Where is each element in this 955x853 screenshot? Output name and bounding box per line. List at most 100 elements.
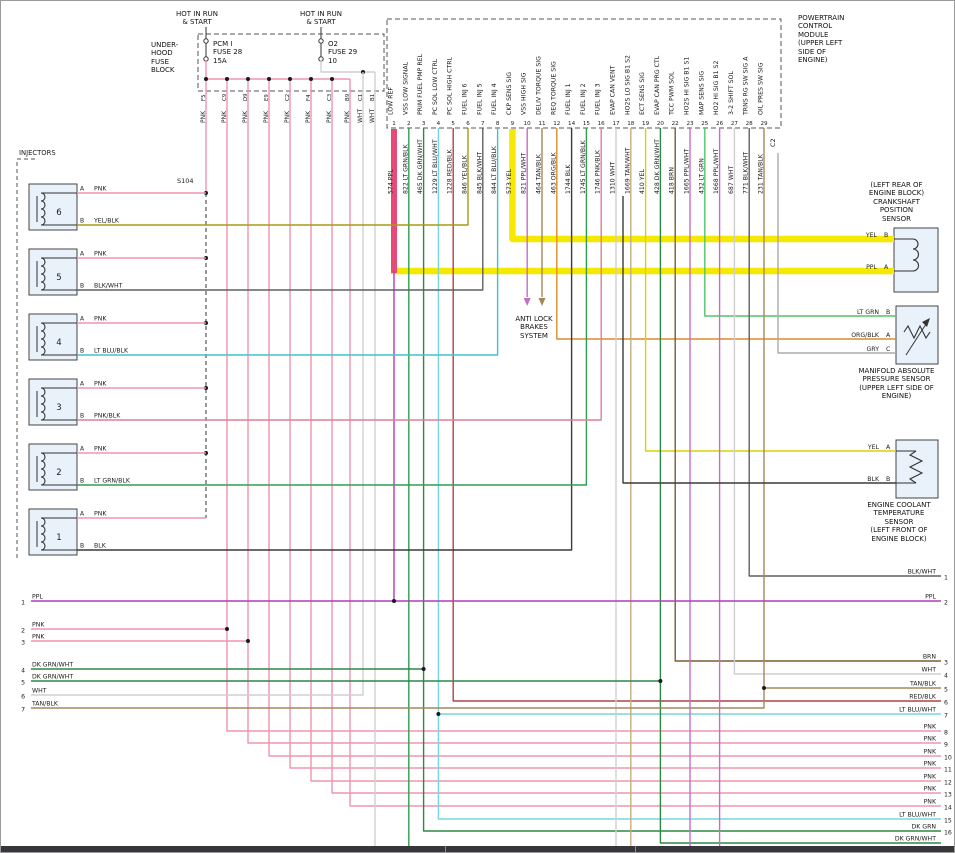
fuse-1-label: PCM I FUSE 28 15A bbox=[213, 40, 273, 65]
wht-distribution-bus bbox=[320, 60, 375, 73]
sensor-pin-letter: A bbox=[886, 332, 891, 339]
pcm-pin-function-label: EVAP CAN VENT bbox=[610, 65, 617, 115]
right-stub-color-label: BRN bbox=[923, 654, 937, 661]
pcm-pin-function-label: VSS HIGH SIG bbox=[521, 72, 528, 115]
sensor-pin-letter: A bbox=[884, 264, 889, 271]
injector-pin-letter: A bbox=[80, 251, 85, 258]
pcm-pin-number: 2 bbox=[407, 121, 411, 127]
wire-771 bbox=[748, 128, 941, 577]
injector-pin-letter: A bbox=[80, 381, 85, 388]
pcm-pin-function-label: 3-2 SHIFT SOL bbox=[728, 71, 735, 115]
highlight-ckp-signal bbox=[509, 129, 894, 243]
pcm-wire-label: 822 LT GRN/BLK bbox=[402, 143, 409, 194]
fuse-block-pin-label: C2 bbox=[285, 94, 291, 101]
injectors-group-bracket bbox=[16, 158, 35, 561]
pcm-pin-number: 17 bbox=[612, 121, 620, 127]
junction-dot bbox=[309, 77, 313, 81]
sensor-pin-letter: A bbox=[886, 444, 891, 451]
right-stub-color-label: PNK bbox=[924, 736, 937, 743]
junction-dot bbox=[246, 77, 250, 81]
right-stub-color-label: PNK bbox=[924, 761, 937, 768]
map-sensor-label-line: (UPPER LEFT SIDE OF bbox=[859, 383, 934, 392]
left-stub-color-label: WHT bbox=[32, 688, 47, 695]
injector-number: 4 bbox=[56, 338, 61, 348]
underhood-fuse-block-label-line: BLOCK bbox=[151, 66, 175, 75]
injector-coil-icon bbox=[40, 452, 46, 486]
wire-465 bbox=[422, 128, 941, 832]
pcm-wire-label: 1665 PPL/WHT bbox=[684, 149, 691, 194]
wire-846 bbox=[77, 128, 469, 226]
injector-box bbox=[28, 508, 78, 556]
wire-1229 bbox=[437, 128, 941, 820]
feed-wire-color-label: PNK bbox=[221, 110, 228, 123]
left-stub-number: 3 bbox=[21, 640, 25, 647]
sensor-wire-color: LT GRN bbox=[857, 309, 879, 316]
right-stub-number: 12 bbox=[944, 780, 952, 787]
left-stub-color-label: PNK bbox=[32, 634, 45, 641]
right-stub-number: 2 bbox=[944, 600, 948, 607]
pcm-wire-label: 464 TAN/BLK bbox=[536, 153, 543, 194]
pcm-module-label-line: (UPPER LEFT bbox=[798, 39, 843, 48]
pcm-wire-label: 1745 LT GRN/BLK bbox=[580, 139, 587, 194]
sensor-wire-color: PPL bbox=[866, 264, 877, 271]
pcm-pin-number: 22 bbox=[672, 121, 679, 127]
pcm-pin-function-label: PRIM FUEL PMP REL bbox=[417, 53, 424, 115]
right-stub-color-label: BLK/WHT bbox=[908, 569, 937, 576]
right-stub-color-label: PNK bbox=[924, 799, 937, 806]
taskbar[interactable] bbox=[1, 846, 954, 852]
pcm-pin-number: 7 bbox=[481, 121, 485, 127]
injector-wire-color: PNK bbox=[94, 381, 107, 388]
pcm-wire-label: 821 PPL/WHT bbox=[521, 152, 528, 194]
injector-pin-letter: B bbox=[80, 478, 84, 485]
pcm-pin-number: 5 bbox=[451, 121, 455, 127]
wire-pnk-feed bbox=[226, 79, 941, 732]
right-stub-number: 7 bbox=[944, 713, 948, 720]
feed-wire-color-label: PNK bbox=[344, 110, 351, 123]
fuse-block-pin-label: F5 bbox=[201, 94, 207, 101]
pcm-pin-number: 25 bbox=[701, 121, 709, 127]
pcm-wire-label: 687 WHT bbox=[728, 165, 735, 194]
injector-coil-icon bbox=[40, 192, 46, 226]
right-stub-number: 11 bbox=[944, 767, 952, 774]
injector-wire-color: BLK/WHT bbox=[94, 283, 123, 290]
pcm-pin-function-label: HO2 HI SIG B1 S2 bbox=[713, 61, 720, 115]
wire-1746 bbox=[77, 128, 602, 421]
sensor-pin-letter: B bbox=[886, 476, 890, 483]
junction-dot bbox=[225, 77, 229, 81]
fuse-block-pin-label: B1 bbox=[370, 94, 376, 101]
pcm-module-label: POWERTRAIN CONTROL MODULE (UPPER LEFT SIDE O… bbox=[798, 14, 893, 64]
right-stub-color-label: PNK bbox=[924, 724, 937, 731]
right-stub-color-label: PPL bbox=[925, 594, 936, 601]
fuse-block-pin-label: C1 bbox=[358, 94, 364, 101]
fuse-block-pin-label: C9 bbox=[222, 93, 228, 101]
right-stub-number: 13 bbox=[944, 792, 952, 799]
pcm-pin-number: 6 bbox=[466, 121, 470, 127]
abs-system-label-line: ANTI LOCK bbox=[515, 315, 553, 323]
wire-pnk-feed bbox=[349, 79, 941, 807]
hot-in-run-label-1-line: & START bbox=[182, 18, 212, 27]
ckp-sensor-label-line: POSITION bbox=[879, 206, 914, 215]
fuse-terminal-icon bbox=[318, 38, 324, 44]
left-stub-color-label: PNK bbox=[32, 622, 45, 629]
right-stub-number: 3 bbox=[944, 660, 948, 667]
injector-number: 3 bbox=[56, 403, 61, 413]
fuse-terminal-icon bbox=[203, 38, 209, 44]
right-stub-color-label: DK GRN bbox=[911, 824, 936, 831]
fuse-2-label-line: 10 bbox=[328, 56, 337, 65]
injector-pin-letter: B bbox=[80, 218, 84, 225]
wire-pnk-feed bbox=[247, 79, 941, 744]
fuse-2-label: O2 FUSE 29 10 bbox=[328, 40, 388, 65]
underhood-fuse-block-label-line: UNDER- bbox=[151, 41, 179, 49]
pcm-wire-label: 463 ORG/BLK bbox=[550, 151, 557, 194]
ect-sensor-label-line: ENGINE BLOCK) bbox=[871, 534, 927, 543]
right-stub-number: 1 bbox=[944, 575, 948, 582]
right-stub-color-label: LT BLU/WHT bbox=[899, 812, 936, 819]
left-stub-number: 2 bbox=[21, 628, 25, 635]
pcm-wire-label: 844 LT BLU/BLK bbox=[491, 145, 498, 194]
right-stub-color-label: PNK bbox=[924, 786, 937, 793]
injector-number: 1 bbox=[56, 533, 61, 543]
pcm-pin-function-label: PC SOL HIGH CTRL bbox=[447, 56, 454, 115]
pcm-pin-function-label: CKP SENS SIG bbox=[506, 72, 513, 115]
left-stub-number: 7 bbox=[21, 707, 25, 714]
